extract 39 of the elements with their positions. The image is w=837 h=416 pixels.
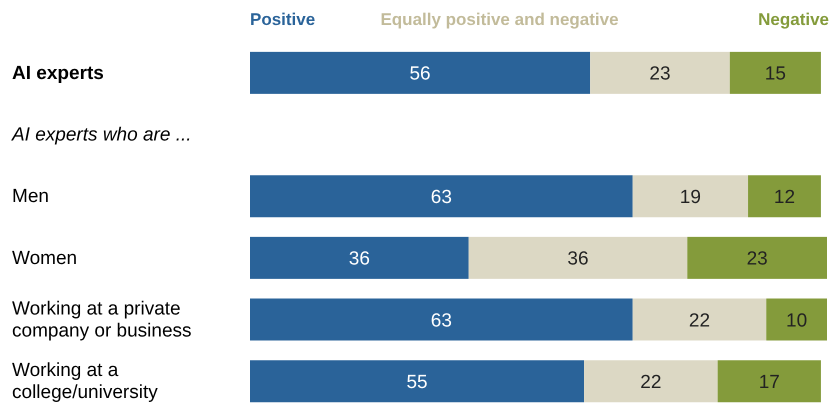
y-tick-label: Working at a college/university [12,360,158,404]
data-label: 22 [688,310,710,332]
bar [590,52,730,94]
series-label: Negative [758,10,829,30]
data-label: 63 [430,310,452,332]
data-label: 36 [567,248,589,270]
data-label: 19 [680,186,701,208]
bar [632,175,748,218]
data-label: 23 [746,248,768,270]
data-label: 17 [758,372,780,393]
bar [468,236,688,279]
bar [584,360,718,402]
data-label: 55 [406,372,428,393]
bar [250,52,590,94]
bar [250,360,584,402]
y-tick-label: Working at a private company or business [12,298,192,342]
data-label: 36 [348,248,370,270]
series-label: Positive [250,10,316,30]
data-label: 63 [430,186,452,208]
bar [250,298,633,341]
bar [748,175,821,218]
bar [250,175,633,218]
y-tick-label: Women [12,248,78,269]
data-label: 23 [649,64,671,85]
bar [730,52,821,94]
y-tick-label: AI experts who are ... [11,124,192,146]
data-label: 12 [774,186,796,208]
y-tick-label: Men [12,186,49,208]
series-label: Equally positive and negative [380,10,619,30]
bar [766,298,827,341]
bar [718,360,821,402]
data-label: 56 [409,64,431,85]
data-label: 10 [786,310,808,332]
data-label: 22 [640,372,662,393]
data-label: 15 [764,64,786,85]
bar [250,236,469,279]
bar [632,298,766,341]
y-tick-label: AI experts [12,62,104,84]
bar [687,236,827,279]
